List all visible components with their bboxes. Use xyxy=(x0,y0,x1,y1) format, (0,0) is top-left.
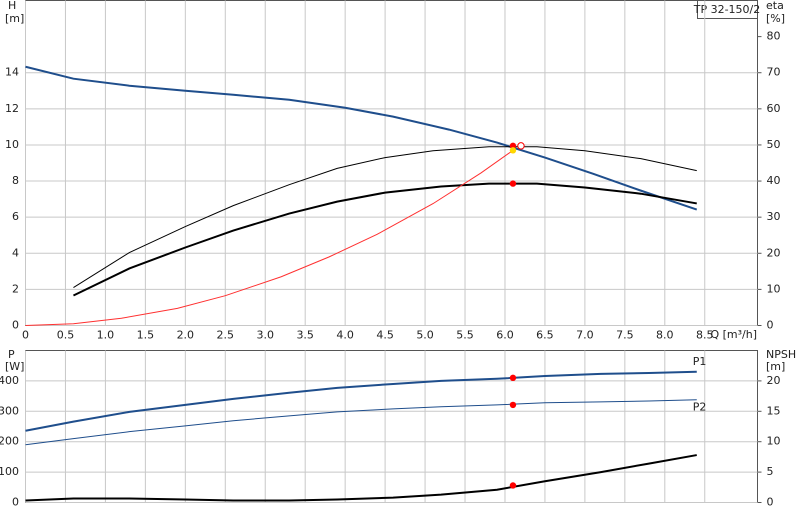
y-tick-label: 0 xyxy=(12,319,19,332)
x-tick-label: 5.5 xyxy=(456,329,474,342)
y-tick-label: 12 xyxy=(5,102,19,115)
series-line xyxy=(25,149,514,326)
y-tick-label: 6 xyxy=(12,210,19,223)
x-tick-label: 2.0 xyxy=(177,329,195,342)
x-tick-label: 1.0 xyxy=(97,329,115,342)
series-line xyxy=(25,65,698,211)
y2-tick-label: 15 xyxy=(767,404,781,417)
y-tick-label: 10 xyxy=(5,138,19,151)
series-line xyxy=(25,399,697,446)
y-axis-label: H xyxy=(8,0,16,12)
y-tick-label: 2 xyxy=(12,282,19,295)
y-tick-label: 4 xyxy=(12,246,19,259)
x-tick-label: 6.5 xyxy=(536,329,554,342)
series-line xyxy=(25,454,697,502)
y2-axis-unit: [%] xyxy=(766,12,785,25)
operating-point xyxy=(509,147,517,154)
x-tick-label: 3.0 xyxy=(256,329,274,342)
y-tick-label: 200 xyxy=(0,435,19,448)
y-tick-label: 100 xyxy=(0,465,19,478)
y2-tick-label: 0 xyxy=(767,319,774,332)
y2-tick-label: 10 xyxy=(767,435,781,448)
x-tick-label: 7.0 xyxy=(576,329,594,342)
x-tick-label: 1.5 xyxy=(137,329,155,342)
x-tick-label: 2.5 xyxy=(217,329,235,342)
x-tick-label: 4.5 xyxy=(376,329,394,342)
x-tick-label: 8.5 xyxy=(696,329,714,342)
legend-label: P2 xyxy=(693,401,707,414)
operating-point xyxy=(509,482,517,489)
series-line xyxy=(25,370,697,432)
y-tick-label: 14 xyxy=(5,66,19,79)
legend-label: P1 xyxy=(693,355,707,368)
x-tick-label: 0.5 xyxy=(57,329,75,342)
x-tick-label: 6.0 xyxy=(496,329,514,342)
title-box xyxy=(697,0,758,19)
y2-axis-label: NPSH xyxy=(766,348,796,361)
y-axis-label: P xyxy=(8,348,15,361)
y2-tick-label: 30 xyxy=(767,210,781,223)
y2-tick-label: 5 xyxy=(767,465,774,478)
operating-point xyxy=(509,142,517,150)
y2-tick-label: 70 xyxy=(767,66,781,79)
y-tick-label: 8 xyxy=(12,174,19,187)
x-tick-label: 8.0 xyxy=(656,329,674,342)
y2-tick-label: 80 xyxy=(767,30,781,43)
y-tick-label: 300 xyxy=(0,404,19,417)
series-line xyxy=(73,182,697,297)
y-tick-label: 400 xyxy=(0,374,19,387)
y-tick-label: 0 xyxy=(12,496,19,509)
y2-tick-label: 20 xyxy=(767,374,781,387)
y2-tick-label: 40 xyxy=(767,174,781,187)
y2-axis-unit: [m] xyxy=(766,360,785,373)
y2-tick-label: 50 xyxy=(767,138,781,151)
operating-point xyxy=(509,180,517,187)
plot-frame xyxy=(25,0,758,326)
x-tick-label: 7.5 xyxy=(616,329,634,342)
x-tick-label: 3.5 xyxy=(296,329,314,342)
chart-title: TP 32-150/2 xyxy=(693,3,761,16)
y-axis-unit: [m] xyxy=(5,12,24,25)
x-tick-label: 0 xyxy=(22,329,29,342)
y-axis-unit: [W] xyxy=(5,360,24,373)
y2-axis-label: eta xyxy=(766,0,784,12)
operating-point xyxy=(509,374,517,382)
operating-point xyxy=(509,401,517,409)
x-tick-label: 5.0 xyxy=(416,329,434,342)
series-line xyxy=(73,146,697,289)
operating-point xyxy=(517,142,525,150)
y2-tick-label: 10 xyxy=(767,282,781,295)
y2-tick-label: 20 xyxy=(767,246,781,259)
y2-tick-label: 0 xyxy=(767,496,774,509)
x-axis-label: Q [m³/h] xyxy=(710,328,757,341)
x-tick-label: 4.0 xyxy=(336,329,354,342)
y2-tick-label: 60 xyxy=(767,102,781,115)
